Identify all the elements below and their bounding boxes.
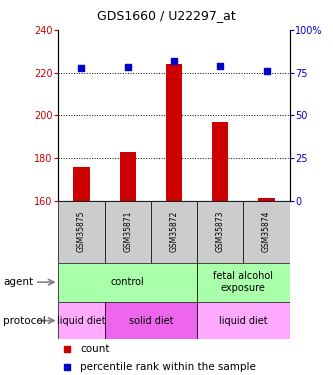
Text: fetal alcohol
exposure: fetal alcohol exposure [213,272,273,293]
Bar [243,201,290,262]
Bar [120,152,136,201]
Point [64,346,69,352]
Text: solid diet: solid diet [129,316,173,326]
Bar [58,201,105,262]
Bar [105,302,197,339]
Text: count: count [80,344,110,354]
Text: GSM35872: GSM35872 [169,211,178,252]
Point [171,58,176,64]
Bar [73,166,90,201]
Text: percentile rank within the sample: percentile rank within the sample [80,362,256,372]
Bar [151,201,197,262]
Bar [197,262,290,302]
Bar [197,201,243,262]
Text: agent: agent [3,277,33,287]
Point [218,63,223,69]
Text: GSM35875: GSM35875 [77,211,86,252]
Text: GSM35871: GSM35871 [123,211,132,252]
Text: GSM35873: GSM35873 [216,211,225,252]
Text: protocol: protocol [3,316,46,326]
Point [79,64,84,70]
Bar [197,302,290,339]
Text: GDS1660 / U22297_at: GDS1660 / U22297_at [97,9,236,22]
Point [64,364,69,370]
Point [125,64,131,70]
Text: control: control [111,277,145,287]
Text: liquid diet: liquid diet [57,316,106,326]
Bar [212,122,228,201]
Bar [258,198,275,201]
Text: GSM35874: GSM35874 [262,211,271,252]
Bar [105,201,151,262]
Point [264,68,269,74]
Bar [166,64,182,201]
Text: liquid diet: liquid diet [219,316,268,326]
Bar [58,302,105,339]
Bar [58,262,197,302]
